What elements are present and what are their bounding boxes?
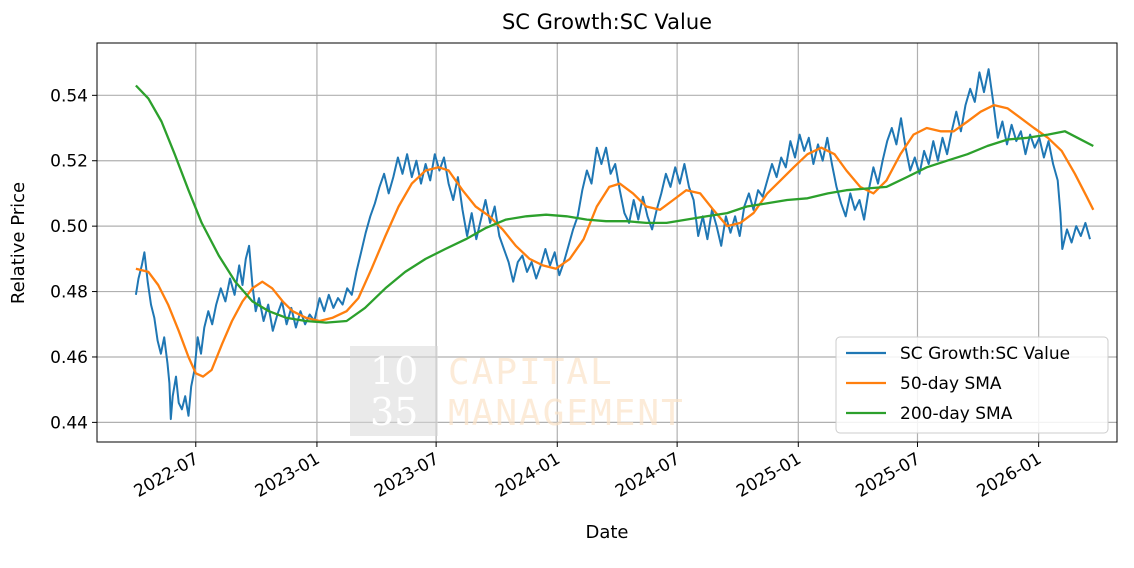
series-line-200-day-sma — [135, 84, 1094, 324]
watermark-number-bottom: 35 — [370, 390, 418, 434]
y-tick-label: 0.44 — [50, 413, 88, 433]
y-tick-label: 0.48 — [50, 283, 88, 303]
legend-label: 50-day SMA — [900, 374, 1002, 394]
y-axis-ticks: 0.44 0.46 0.48 0.50 0.52 0.54 — [50, 86, 97, 433]
series-line-sc-growth-sc-value — [134, 68, 1091, 421]
x-tick-label: 2024-01 — [492, 449, 564, 502]
y-tick-label: 0.54 — [50, 86, 88, 106]
y-tick-label: 0.50 — [50, 217, 88, 237]
legend-label: 200-day SMA — [900, 404, 1013, 424]
x-axis-label: Date — [585, 522, 628, 543]
x-tick-label: 2025-07 — [852, 449, 924, 502]
series-line-50-day-sma — [135, 103, 1095, 378]
y-axis-label: Relative Price — [8, 182, 29, 304]
legend-label: SC Growth:SC Value — [900, 344, 1070, 364]
plot-frame — [96, 42, 1118, 443]
watermark-line-2: MANAGEMENT — [448, 393, 685, 434]
watermark-line-1: CAPITAL — [448, 352, 614, 393]
x-tick-label: 2024-07 — [612, 449, 684, 502]
watermark-number-top: 10 — [370, 349, 418, 393]
series-layer — [134, 68, 1095, 421]
x-axis-ticks: 2022-07 2023-01 2023-07 2024-01 2024-07 2025-… — [131, 442, 1045, 502]
x-tick-label: 2026-01 — [974, 449, 1046, 502]
x-tick-label: 2022-07 — [131, 449, 203, 502]
watermark-logo-box — [350, 346, 438, 436]
y-tick-label: 0.52 — [50, 152, 88, 172]
chart-title: SC Growth:SC Value — [502, 10, 712, 34]
x-tick-label: 2023-01 — [252, 449, 324, 502]
legend: SC Growth:SC Value 50-day SMA 200-day SMA — [835, 336, 1109, 434]
x-tick-label: 2025-01 — [733, 449, 805, 502]
legend-box — [835, 336, 1109, 434]
x-tick-label: 2023-07 — [371, 449, 443, 502]
watermark: 10 35 CAPITAL MANAGEMENT — [350, 346, 685, 436]
y-tick-label: 0.46 — [50, 348, 88, 368]
